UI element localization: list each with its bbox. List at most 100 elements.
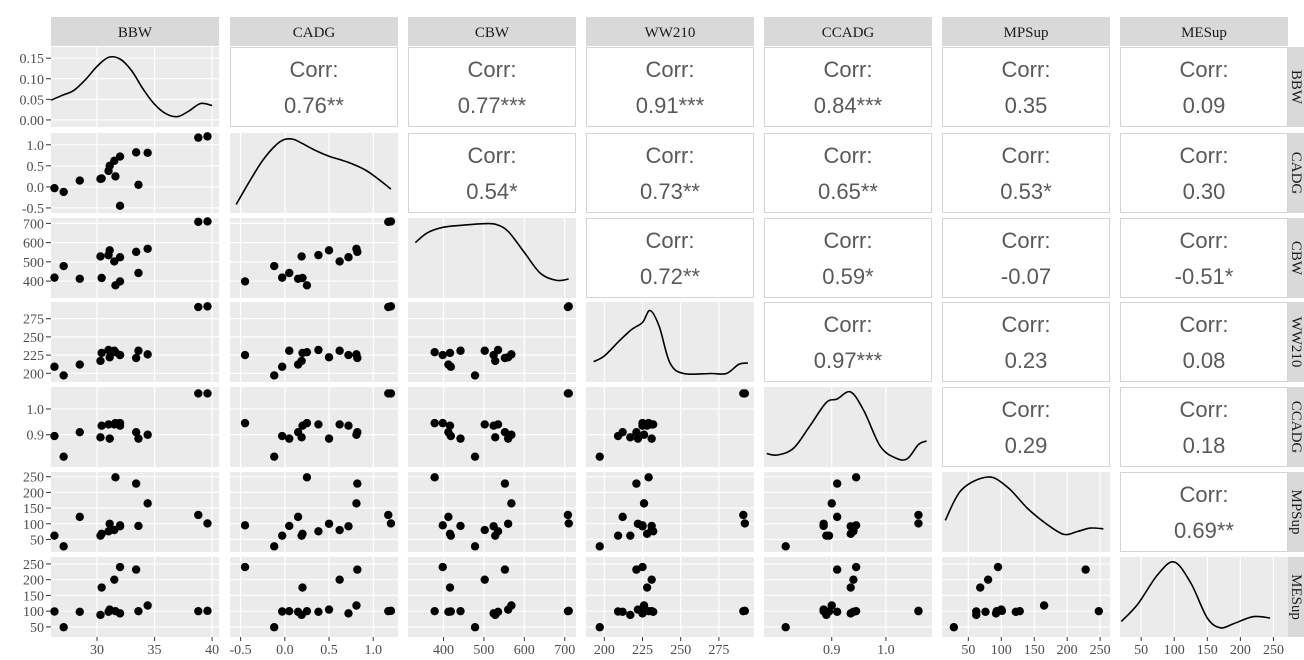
y-tick-label-ww210: 275 [23, 313, 44, 328]
corr-label-cbw-mpsup: Corr: [1002, 228, 1051, 253]
scatter-point-ccadg-bbw-0 [50, 431, 59, 441]
scatter-point-mpsup-cadg-11 [353, 479, 362, 488]
scatter-point-cbw-cadg-1 [270, 261, 279, 271]
scatter-point-mpsup-bbw-2 [75, 512, 84, 522]
x-tick-label-ccadg: 1.0 [877, 643, 895, 655]
scatter-point-mpsup-cbw-15 [564, 519, 573, 528]
scatter-point-ccadg-cbw-4 [445, 421, 455, 430]
scatter-point-mesup-bbw-11 [131, 565, 141, 574]
scatter-point-mesup-cbw-7 [480, 575, 489, 584]
panel-bbw-cadg-bg [230, 47, 398, 127]
scatter-point-cadg-bbw-4 [97, 174, 106, 183]
scatter-point-ccadg-cbw-3 [491, 433, 500, 442]
scatter-point-mesup-cadg-6 [324, 605, 334, 614]
x-tick-label-cadg: 0.5 [320, 643, 338, 655]
scatter-point-cadg-bbw-11 [131, 148, 141, 157]
y-tick-label-mpsup: 100 [23, 518, 44, 533]
x-tick-label-ww210: 200 [594, 643, 615, 655]
scatter-point-ww210-cadg-6 [324, 353, 334, 362]
panel-mpsup-mpsup-bg [942, 472, 1110, 552]
density-curve-ccadg [766, 390, 927, 461]
scatter-point-cadg-bbw-7 [110, 156, 119, 165]
scatter-point-mesup-ww210-10 [638, 609, 647, 618]
density-curve-ww210 [593, 309, 749, 376]
density-curve-cadg [235, 138, 392, 205]
scatter-point-ccadg-cbw-2 [444, 427, 453, 437]
scatter-point-ccadg-bbw-14 [194, 389, 203, 398]
scatter-point-cadg-bbw-13 [143, 148, 152, 157]
corr-label-cadg-ccadg: Corr: [824, 143, 873, 168]
scatter-point-ww210-bbw-10 [115, 350, 125, 360]
scatter-point-ccadg-bbw-2 [75, 427, 84, 437]
x-tick-label-ww210: 250 [670, 643, 691, 655]
scatter-point-cbw-cadg-3 [297, 252, 306, 261]
scatter-point-mpsup-bbw-10 [115, 522, 125, 531]
y-tick-label-mpsup: 50 [30, 533, 44, 548]
scatter-point-ccadg-cbw-11 [500, 427, 510, 437]
strip-right-label-mpsup: MPSup [1288, 489, 1304, 534]
panel-bbw-mesup-bg [1120, 47, 1288, 127]
panel-ww210-ccadg-bg [764, 302, 932, 382]
y-tick-label-cbw: 400 [23, 275, 44, 290]
x-tick-label-mpsup: 250 [1090, 643, 1111, 655]
scatter-point-ww210-cbw-8 [430, 347, 439, 357]
scatter-point-ww210-bbw-13 [143, 350, 152, 359]
x-tick-label-bbw: 35 [148, 643, 162, 655]
corr-value-bbw-cadg: 0.76** [284, 93, 344, 118]
panel-ccadg-bbw-bg [51, 387, 219, 467]
density-curve-cbw [414, 222, 569, 282]
scatter-point-mesup-mpsup-15 [997, 606, 1007, 616]
scatter-point-cadg-bbw-0 [50, 183, 59, 193]
scatter-point-mesup-cbw-8 [430, 606, 439, 616]
scatter-point-cbw-cadg-5 [314, 250, 323, 260]
x-tick-label-mesup: 200 [1230, 643, 1251, 655]
panel-bbw-mpsup-bg [942, 47, 1110, 127]
strip-top-label-cbw: CBW [475, 25, 510, 41]
panel-cbw-bbw-bg [51, 218, 219, 298]
panel-ww210-cbw-bg [408, 302, 576, 382]
scatter-point-ccadg-ww210-1 [595, 452, 604, 461]
scatter-point-ww210-bbw-2 [75, 360, 84, 369]
scatter-point-ww210-bbw-12 [134, 346, 143, 355]
x-tick-label-mesup: 150 [1197, 643, 1218, 655]
corr-value-ww210-mesup: 0.08 [1183, 348, 1226, 373]
corr-value-cadg-ccadg: 0.65** [818, 179, 878, 204]
scatter-point-cbw-cadg-12 [285, 268, 294, 278]
strip-right-label-ccadg: CCADG [1288, 401, 1304, 454]
scatter-point-mpsup-cadg-15 [386, 519, 396, 528]
scatter-point-mpsup-cadg-14 [384, 510, 393, 520]
panel-bbw-bbw-bg [51, 47, 219, 127]
y-tick-label-ww210: 200 [23, 367, 44, 382]
corr-label-cbw-ccadg: Corr: [824, 228, 873, 253]
scatter-point-cbw-bbw-12 [134, 268, 143, 278]
scatter-point-ccadg-cadg-15 [386, 389, 396, 398]
scatter-point-ccadg-cbw-8 [430, 418, 439, 428]
panel-ccadg-ccadg-bg [764, 387, 932, 467]
scatter-point-cbw-bbw-14 [194, 217, 203, 227]
scatter-point-mesup-cbw-4 [445, 583, 455, 592]
corr-value-bbw-mpsup: 0.35 [1005, 93, 1048, 118]
panel-cbw-ww210-bg [586, 218, 754, 298]
scatter-point-ccadg-cadg-12 [285, 434, 294, 443]
scatter-point-cadg-bbw-8 [111, 172, 120, 181]
corr-value-cbw-mesup: -0.51* [1175, 264, 1234, 289]
scatter-point-ww210-bbw-0 [50, 362, 59, 371]
panel-mpsup-ccadg-bg [764, 472, 932, 552]
scatter-point-ww210-cbw-12 [456, 346, 465, 355]
scatter-point-mesup-cadg-0 [277, 607, 287, 616]
scatter-point-mpsup-ccadg-12 [819, 521, 828, 531]
density-curve-bbw [50, 55, 213, 118]
corr-value-bbw-ccadg: 0.84*** [814, 93, 883, 118]
corr-label-cbw-mesup: Corr: [1180, 228, 1229, 253]
scatter-point-mpsup-ww210-12 [647, 521, 656, 531]
scatter-point-ccadg-bbw-10 [115, 421, 125, 430]
y-tick-label-ww210: 250 [23, 331, 44, 346]
scatter-point-cbw-bbw-3 [96, 252, 105, 261]
corr-value-mpsup-mesup: 0.69** [1174, 518, 1234, 543]
x-tick-label-cadg: -0.5 [230, 643, 252, 655]
scatter-point-cbw-cadg-9 [240, 277, 250, 286]
scatter-point-ccadg-ww210-12 [647, 434, 656, 443]
scatter-point-mesup-cbw-12 [456, 606, 465, 616]
scatter-point-cbw-cadg-8 [302, 281, 312, 290]
strip-top-ww210 [586, 17, 754, 46]
